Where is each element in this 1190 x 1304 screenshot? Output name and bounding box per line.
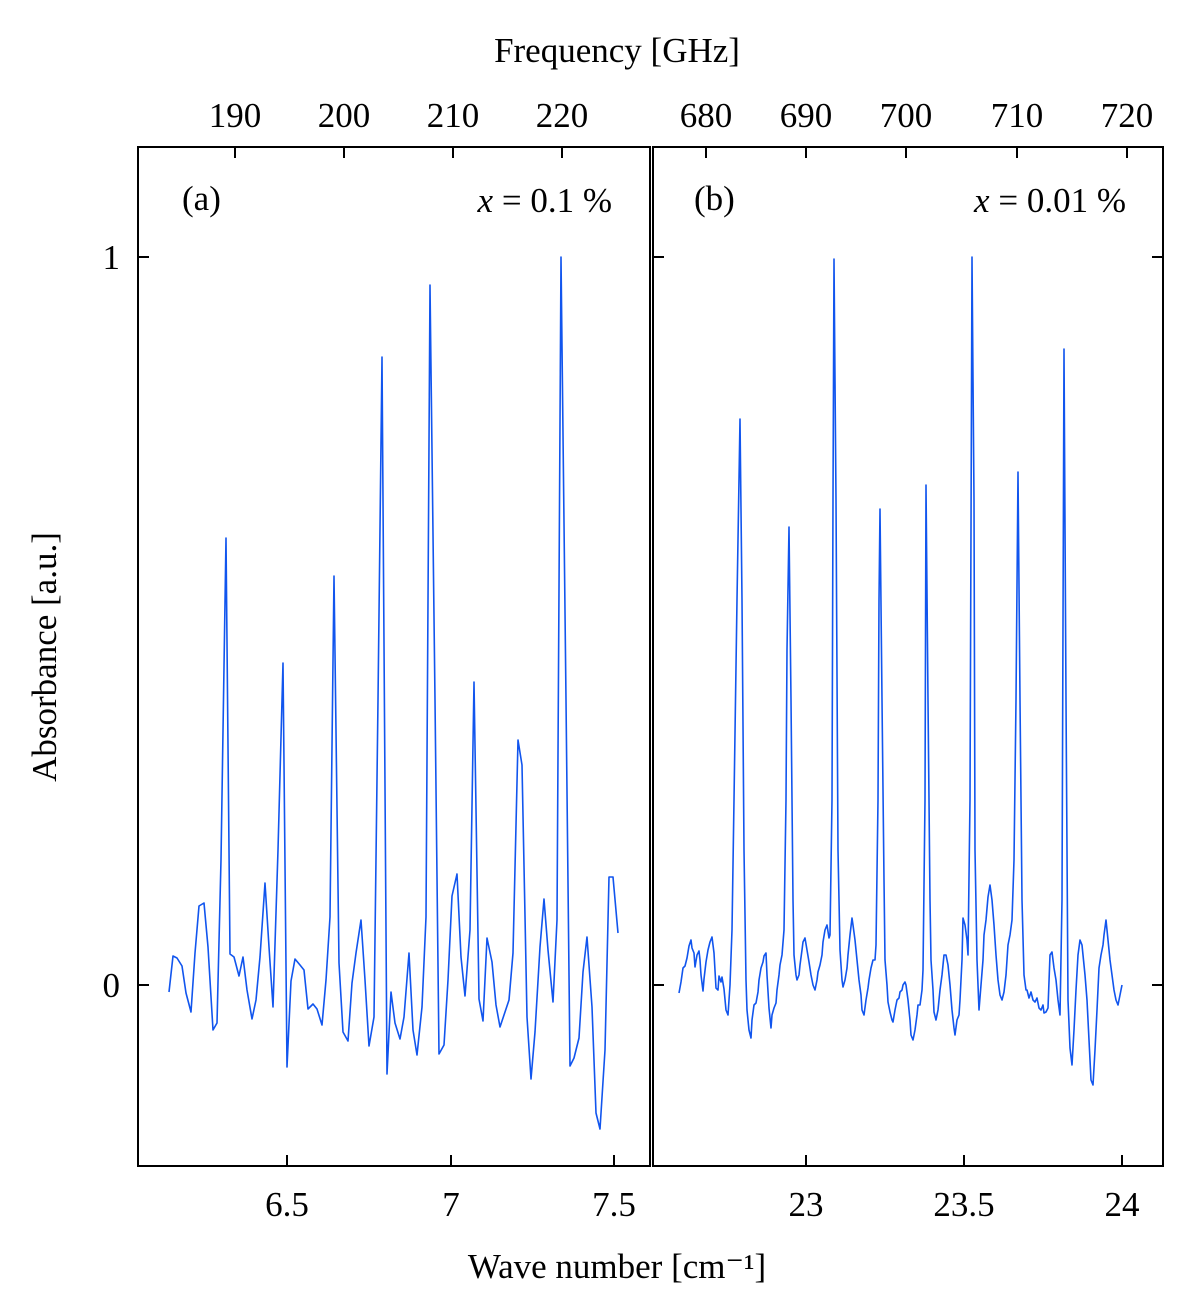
panel-a-ticks: 6.5 7 7.5 190 200 210 220 1 0 — [103, 96, 636, 1224]
top-tick-label: 220 — [536, 96, 589, 135]
bottom-tick-label: 6.5 — [265, 1185, 309, 1224]
top-tick-label: 680 — [680, 96, 733, 135]
panel-b-ticks: 23 23.5 24 680 690 700 710 720 — [653, 96, 1163, 1224]
bottom-tick-label: 7.5 — [592, 1185, 636, 1224]
top-tick-label: 200 — [318, 96, 371, 135]
panel-b: 23 23.5 24 680 690 700 710 720 (b) x = 0.01 % — [652, 96, 1164, 1224]
panel-a-annotation-value: = 0.1 % — [493, 181, 612, 220]
y-tick-label: 1 — [103, 238, 121, 277]
top-axis-title: Frequency [GHz] — [494, 31, 740, 70]
top-tick-label: 710 — [991, 96, 1044, 135]
bottom-tick-label: 7 — [442, 1185, 460, 1224]
bottom-tick-label: 23.5 — [933, 1185, 994, 1224]
panel-b-annotation-value: = 0.01 % — [990, 181, 1126, 220]
bottom-axis-title: Wave number [cm⁻¹] — [468, 1247, 766, 1286]
top-tick-label: 720 — [1101, 96, 1154, 135]
panel-b-frame — [652, 146, 1164, 1167]
panel-b-annotation-var: x — [973, 181, 990, 220]
panel-b-tag: (b) — [694, 179, 735, 218]
panel-a: 6.5 7 7.5 190 200 210 220 1 0 (a) x = 0.1 % — [103, 96, 651, 1224]
top-tick-label: 690 — [780, 96, 833, 135]
panel-a-annotation: x = 0.1 % — [477, 181, 612, 220]
panel-a-frame — [137, 146, 651, 1167]
spectrum-line-b — [678, 256, 1123, 1086]
panel-a-annotation-var: x — [477, 181, 494, 220]
spectrum-line-a — [168, 256, 619, 1130]
panel-a-tag: (a) — [182, 179, 221, 218]
y-axis-title: Absorbance [a.u.] — [25, 532, 64, 782]
top-tick-label: 210 — [427, 96, 480, 135]
bottom-tick-label: 23 — [789, 1185, 824, 1224]
bottom-tick-label: 24 — [1105, 1185, 1140, 1224]
top-tick-label: 700 — [880, 96, 933, 135]
y-tick-label: 0 — [103, 966, 121, 1005]
panel-b-annotation: x = 0.01 % — [973, 181, 1126, 220]
top-tick-label: 190 — [209, 96, 262, 135]
